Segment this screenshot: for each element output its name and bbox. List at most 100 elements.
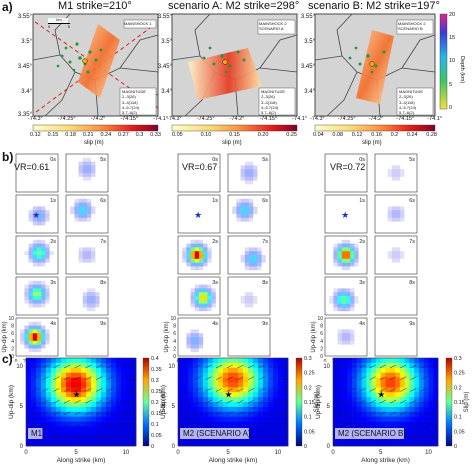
snapshot-cell — [74, 176, 79, 181]
slip-cell — [188, 382, 194, 388]
rake-arrow — [106, 423, 113, 427]
slip-cell — [385, 402, 391, 408]
slip-cell — [395, 372, 401, 378]
slip-cell — [375, 358, 382, 364]
rake-arrow — [247, 399, 255, 404]
snapshot-cell — [232, 221, 237, 226]
snapshot-cell — [194, 280, 200, 285]
slip-cell — [31, 372, 37, 378]
snapshot-cell — [99, 318, 105, 323]
snapshot-cell — [74, 296, 79, 301]
snapshot-cell — [190, 243, 196, 248]
snapshot-cell — [350, 206, 355, 211]
snapshot-cell — [186, 169, 191, 174]
snapshot-cell — [91, 184, 96, 189]
slip-cell — [366, 367, 372, 373]
snapshot-cell — [87, 333, 92, 338]
snapshot-cell — [182, 333, 187, 338]
slip-cell — [51, 367, 57, 373]
lon-ticks-2: -74.3° -74.25° -74.2° -74.15° -74.1° — [167, 116, 307, 122]
snapshot-cell — [337, 337, 343, 342]
snapshot-cell — [265, 165, 271, 170]
snapshot-cell — [412, 280, 418, 285]
slip-cell — [96, 358, 102, 364]
slip-cell — [352, 392, 358, 398]
snapshot-cell — [412, 221, 418, 226]
snapshot-cell — [82, 165, 88, 170]
snapshot-cell — [32, 255, 38, 260]
snapshot-cell — [387, 325, 393, 330]
snapshot-cell — [387, 337, 393, 342]
snapshot-cell — [78, 236, 84, 241]
snapshot-cell — [325, 307, 330, 312]
snapshot-cell — [103, 184, 109, 189]
magnitude-legend-1: MAGNITUDE 2–3(26) 3–4(118) 4–5.7(24) 5.7… — [122, 89, 146, 115]
x-tick: 2 — [23, 359, 26, 362]
snapshot-cell — [74, 258, 79, 263]
rake-arrow — [85, 435, 92, 439]
snapshot-cell — [95, 280, 100, 285]
slip-cell — [223, 367, 229, 373]
snapshot-cell — [45, 344, 50, 349]
snapshot-cell — [354, 161, 359, 166]
snapshot-cell — [379, 195, 384, 200]
slip-cell — [268, 416, 274, 422]
slip-cell — [233, 397, 239, 403]
snapshot-cell — [391, 239, 397, 244]
snapshot-cell — [91, 165, 96, 170]
snapshot-cell — [211, 280, 217, 285]
snapshot-cell — [236, 239, 241, 244]
snapshot-cell — [387, 270, 393, 275]
snapshot-cell — [190, 188, 196, 193]
snapshot-cell — [329, 157, 334, 162]
slip-cell — [111, 358, 117, 364]
snapshot-cell — [74, 321, 79, 326]
snapshot-cell — [358, 266, 364, 271]
snapshot-cell — [329, 270, 334, 275]
slip-cell — [213, 392, 219, 398]
slip-cell — [243, 372, 249, 378]
cb-tick: 0.15 — [229, 132, 240, 138]
rake-arrow — [359, 411, 366, 416]
snapshot-cell — [41, 239, 46, 244]
snapshot-cell — [412, 176, 418, 181]
snapshot-cell — [362, 210, 368, 215]
snapshot-cell — [49, 284, 55, 289]
snapshot-cell — [20, 236, 25, 241]
snapshot-cell — [32, 307, 38, 312]
snapshot-cell — [358, 318, 364, 323]
snapshot-cell — [244, 277, 250, 282]
snapshot-cell — [45, 352, 50, 357]
slip-cell — [76, 397, 82, 403]
slip-cell — [81, 406, 87, 413]
cb-tick: 0.05 — [304, 429, 315, 435]
snapshot-cell — [236, 277, 241, 282]
snapshot-cell — [207, 284, 212, 289]
legend-row: 3–4(118) — [261, 99, 277, 105]
time-label: 5s — [262, 157, 268, 163]
slip-cell — [188, 441, 194, 447]
snapshot-cell — [211, 198, 217, 203]
snapshot-cell — [253, 325, 258, 330]
snapshot-cell — [95, 333, 100, 338]
snapshot-cell — [329, 251, 334, 256]
snapshot-cell — [240, 262, 246, 267]
snapshot-cell — [82, 333, 88, 338]
time-label: 7s — [409, 239, 415, 245]
slip-cell — [208, 392, 214, 398]
snapshot-cell — [244, 236, 250, 241]
snapshot-cell — [350, 284, 355, 289]
snapshot-cell — [215, 318, 221, 323]
slip-cell — [342, 362, 348, 369]
snapshot-cell — [53, 321, 59, 326]
snapshot-cell — [379, 307, 384, 312]
slip-cell — [418, 397, 424, 403]
snapshot-cell — [396, 255, 401, 260]
slip-cell — [51, 397, 57, 403]
snapshot-cell — [82, 195, 88, 200]
slip-cell — [223, 372, 229, 378]
snapshot-cell — [404, 210, 409, 215]
snapshot-cell — [82, 329, 88, 334]
snapshot-cell — [249, 236, 254, 241]
snapshot-cell — [333, 180, 338, 185]
